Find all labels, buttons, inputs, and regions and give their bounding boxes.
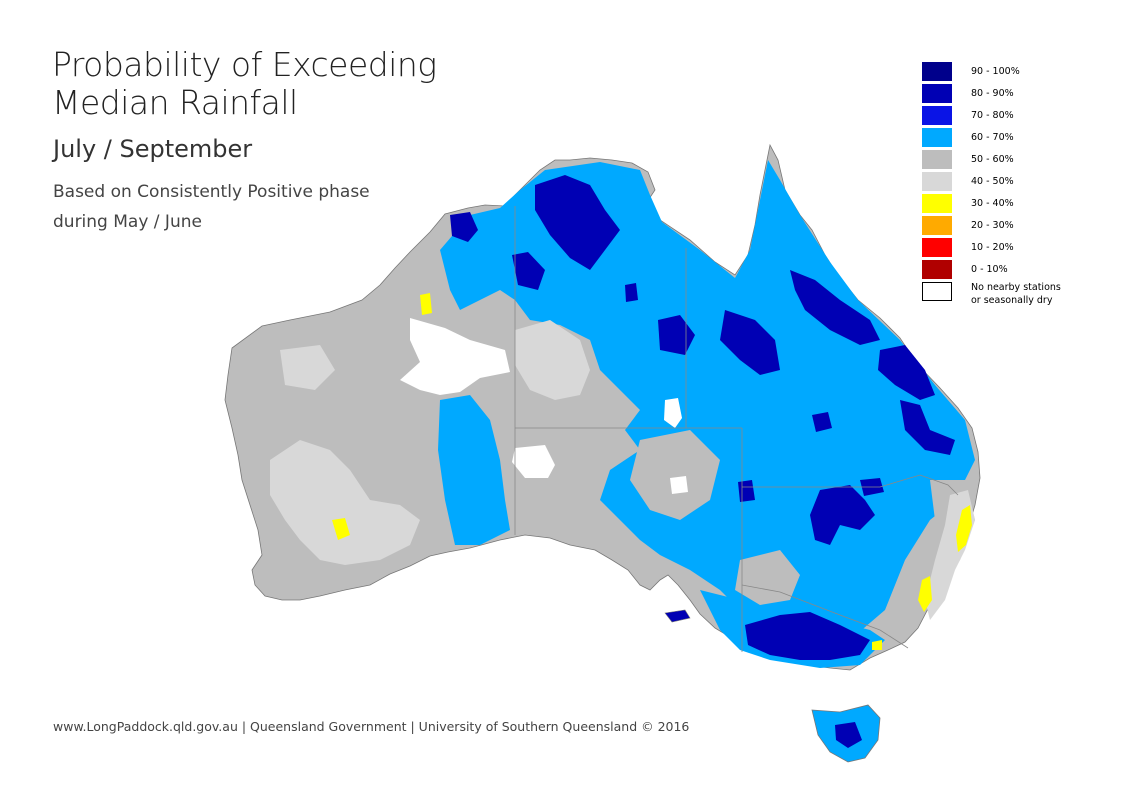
region-80-90-sa-dot	[738, 480, 755, 502]
phase-description: Based on Consistently Positive phase dur…	[53, 177, 370, 237]
region-30-40-nsw-coast	[956, 505, 972, 552]
legend-swatch-no-data	[922, 282, 952, 301]
region-80-90-nt-dot	[625, 283, 638, 302]
region-80-90-nt-west	[512, 252, 545, 290]
region-30-40-nsw-south	[918, 576, 932, 612]
legend-swatch	[922, 238, 952, 257]
legend-swatch	[922, 216, 952, 235]
legend: 90 - 100% 80 - 90% 70 - 80% 60 - 70% 50 …	[922, 62, 1102, 312]
legend-item-10-20: 10 - 20%	[922, 238, 1102, 260]
region-80-90-kimberley	[450, 212, 478, 242]
legend-label: 60 - 70%	[971, 132, 1014, 143]
legend-label: 10 - 20%	[971, 242, 1014, 253]
region-40-50-central	[515, 320, 590, 400]
legend-swatch	[922, 260, 952, 279]
legend-item-30-40: 30 - 40%	[922, 194, 1102, 216]
legend-label: 90 - 100%	[971, 66, 1020, 77]
legend-item-40-50: 40 - 50%	[922, 172, 1102, 194]
legend-label: 50 - 60%	[971, 154, 1014, 165]
legend-label-no-data: No nearby stations or seasonally dry	[971, 281, 1061, 307]
legend-item-0-10: 0 - 10%	[922, 260, 1102, 282]
region-30-40-wa	[332, 518, 350, 540]
legend-item-50-60: 50 - 60%	[922, 150, 1102, 172]
no-data-line-2: or seasonally dry	[971, 295, 1053, 306]
legend-label: 30 - 40%	[971, 198, 1014, 209]
legend-item-20-30: 20 - 30%	[922, 216, 1102, 238]
period-label: July / September	[53, 135, 253, 163]
region-no-data-qld	[664, 398, 682, 428]
legend-swatch	[922, 194, 952, 213]
legend-swatch	[922, 172, 952, 191]
region-80-90-victoria	[745, 612, 870, 660]
legend-swatch	[922, 150, 952, 169]
region-40-50-west	[270, 440, 420, 565]
region-80-90-qld-dot	[812, 412, 832, 432]
region-80-90-qld-coast	[878, 345, 935, 400]
legend-item-no-data: No nearby stations or seasonally dry	[922, 282, 1102, 312]
region-50-60-central	[630, 430, 720, 520]
phase-line-2: during May / June	[53, 212, 202, 232]
footer-credit: www.LongPaddock.qld.gov.au | Queensland …	[53, 719, 690, 734]
region-80-90-nsw-north	[810, 485, 875, 545]
legend-item-90-100: 90 - 100%	[922, 62, 1102, 84]
region-no-data-lake	[670, 476, 688, 494]
region-30-40-vic	[872, 640, 882, 650]
legend-swatch	[922, 84, 952, 103]
region-40-50-mid	[280, 345, 335, 390]
region-80-90-top-end	[535, 175, 620, 270]
legend-item-60-70: 60 - 70%	[922, 128, 1102, 150]
legend-swatch	[922, 62, 952, 81]
legend-label: 40 - 50%	[971, 176, 1014, 187]
title-line-2: Median Rainfall	[52, 83, 298, 122]
region-60-70-west-strip	[438, 395, 510, 545]
legend-item-80-90: 80 - 90%	[922, 84, 1102, 106]
no-data-line-1: No nearby stations	[971, 282, 1061, 293]
region-50-60-nsw	[735, 550, 800, 605]
border-qld-nsw	[742, 474, 959, 496]
title-line-1: Probability of Exceeding	[52, 45, 437, 84]
region-80-90-qld-north	[790, 270, 880, 345]
map-title: Probability of Exceeding Median Rainfall	[52, 46, 437, 122]
legend-label: 20 - 30%	[971, 220, 1014, 231]
legend-label: 80 - 90%	[971, 88, 1014, 99]
legend-label: 70 - 80%	[971, 110, 1014, 121]
region-80-90-qld-se	[900, 400, 955, 455]
phase-line-1: Based on Consistently Positive phase	[53, 182, 370, 202]
region-no-data-wa	[400, 318, 510, 395]
region-80-90-qld-central	[720, 310, 780, 375]
kangaroo-island	[664, 609, 691, 623]
region-no-data-sa	[512, 445, 555, 478]
tasmania-80-90	[835, 722, 862, 748]
region-30-40-kimberley	[420, 293, 432, 315]
state-borders	[514, 206, 959, 652]
legend-swatch	[922, 106, 952, 125]
border-nsw-vic	[741, 584, 909, 649]
legend-item-70-80: 70 - 80%	[922, 106, 1102, 128]
legend-swatch	[922, 128, 952, 147]
legend-label: 0 - 10%	[971, 264, 1008, 275]
